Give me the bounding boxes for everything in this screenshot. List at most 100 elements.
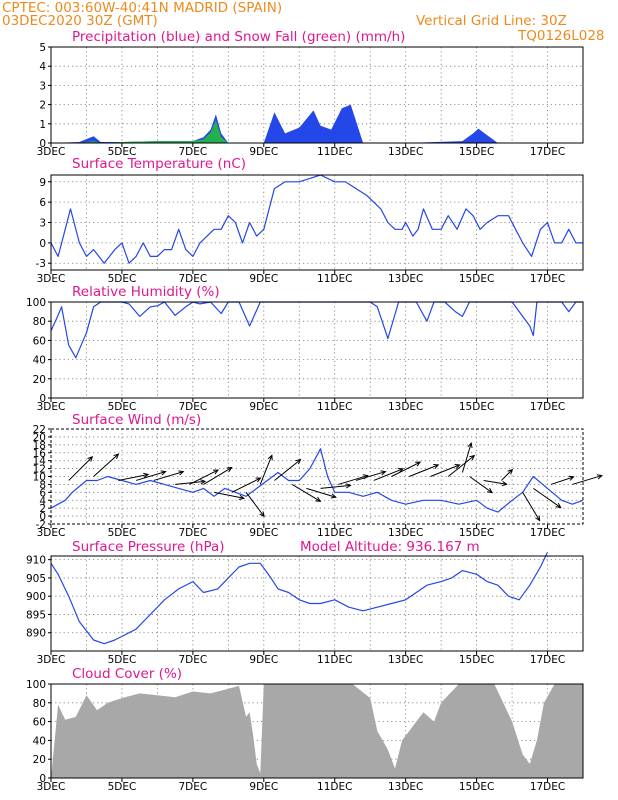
cloud-cover-xtick-label: 7DEC bbox=[178, 781, 207, 793]
wind-ytick-label: 0 bbox=[39, 511, 46, 523]
pressure-xtick-label: 3DEC bbox=[37, 654, 66, 666]
wind-arrow bbox=[373, 467, 404, 481]
pressure-panel: 890 895 900 905 910 3DEC 5DEC 7DEC 9DEC 11DEC 13DE… bbox=[26, 552, 584, 666]
temperature-ytick-label: 0 bbox=[39, 238, 46, 250]
wind-ytick-label: 20 bbox=[33, 432, 46, 444]
cloud-cover-area bbox=[51, 684, 583, 778]
precipitation-xtick-label: 13DEC bbox=[388, 146, 423, 158]
pressure-ytick-label: 910 bbox=[26, 555, 46, 567]
wind-xtick-label: 3DEC bbox=[37, 527, 66, 539]
pressure-ytick-label: 890 bbox=[26, 628, 46, 640]
precipitation-ytick-label: 3 bbox=[39, 80, 46, 92]
temperature-panel: -3 0 3 6 9 3DEC 5DEC 7DEC 9DEC 11DEC 13DEC 15DEC 17D… bbox=[36, 174, 584, 285]
wind-arrow bbox=[355, 470, 387, 481]
pressure-xtick-label: 13DEC bbox=[388, 654, 423, 666]
wind-arrow bbox=[153, 470, 185, 481]
humidity-ytick-label: 20 bbox=[33, 374, 46, 386]
temperature-ytick-label: 3 bbox=[39, 218, 46, 230]
precipitation-xtick-label: 3DEC bbox=[37, 146, 66, 158]
wind-xtick-label: 15DEC bbox=[459, 527, 494, 539]
wind-arrow bbox=[501, 468, 514, 481]
wind-arrow bbox=[118, 472, 150, 481]
wind-arrow bbox=[93, 453, 120, 477]
run-date-header: 03DEC2020 30Z (GMT) bbox=[2, 13, 158, 29]
wind-ytick-label: 18 bbox=[33, 440, 46, 452]
temperature-xtick-label: 5DEC bbox=[108, 273, 137, 285]
humidity-frame bbox=[50, 301, 584, 399]
wind-arrow bbox=[533, 487, 562, 509]
precipitation-ytick-label: 4 bbox=[39, 61, 46, 73]
wind-arrow bbox=[231, 477, 262, 493]
cloud-cover-xtick-label: 15DEC bbox=[459, 781, 494, 793]
precipitation-ytick-label: 1 bbox=[39, 119, 46, 131]
wind-arrow bbox=[522, 492, 541, 522]
precip-panel-title: Precipitation (blue) and Snow Fall (gree… bbox=[72, 29, 406, 45]
precipitation-xtick-label: 17DEC bbox=[530, 146, 565, 158]
cloud-cover-ytick-label: 20 bbox=[33, 754, 46, 766]
humidity-xtick-label: 9DEC bbox=[249, 401, 278, 413]
humidity-xtick-label: 5DEC bbox=[108, 401, 137, 413]
wind-ytick-label: 4 bbox=[39, 495, 46, 507]
precipitation-xtick-label: 9DEC bbox=[249, 146, 278, 158]
cloud-cover-xtick-label: 5DEC bbox=[108, 781, 137, 793]
wind-arrow bbox=[306, 487, 337, 499]
wind-arrow bbox=[320, 483, 352, 489]
wind-arrow bbox=[175, 479, 207, 485]
wind-ytick-label: 22 bbox=[33, 424, 46, 436]
wind-arrow bbox=[550, 475, 575, 485]
wind-xtick-label: 7DEC bbox=[178, 527, 207, 539]
cloud-cover-ytick-label: 40 bbox=[33, 735, 46, 747]
cloud-cover-panel: 0 20 40 60 80 100 3DEC 5DEC 7DEC 9DEC 11DEC 13DEC 15… bbox=[26, 679, 584, 793]
wind-arrow bbox=[203, 466, 233, 485]
wind-ytick-label: 12 bbox=[33, 464, 46, 476]
humidity-panel-title: Relative Humidity (%) bbox=[72, 284, 220, 300]
wind-ytick-label: 6 bbox=[39, 487, 46, 499]
wind-arrow bbox=[68, 456, 94, 481]
humidity-ytick-label: 100 bbox=[26, 297, 46, 309]
pressure-xtick-label: 5DEC bbox=[108, 654, 137, 666]
cloud-cover-frame bbox=[50, 683, 584, 779]
humidity-panel: 0 20 40 60 80 100 3DEC 5DEC 7DEC 9DEC 11DEC 13DEC 15… bbox=[26, 297, 584, 413]
grid-note-header: Vertical Grid Line: 30Z bbox=[416, 13, 567, 29]
pressure-ytick-label: 900 bbox=[26, 591, 46, 603]
wind-arrow bbox=[274, 458, 302, 481]
wind-arrow bbox=[135, 470, 167, 481]
wind-arrow bbox=[461, 441, 473, 473]
wind-panel-title: Surface Wind (m/s) bbox=[72, 412, 202, 428]
wind-arrow bbox=[214, 491, 246, 501]
pressure-ytick-label: 905 bbox=[26, 573, 46, 585]
humidity-series-line bbox=[50, 301, 583, 359]
wind-arrow bbox=[409, 464, 440, 477]
temperature-xtick-label: 13DEC bbox=[388, 273, 423, 285]
wind-arrow bbox=[447, 454, 476, 477]
precipitation-xtick-label: 5DEC bbox=[108, 146, 137, 158]
precipitation-panel: 0 1 2 3 4 5 3DEC 5DEC 7DEC 9DEC 11DEC 13DEC 15DEC 17D… bbox=[37, 42, 584, 158]
pressure-xtick-label: 17DEC bbox=[530, 654, 565, 666]
humidity-ytick-label: 40 bbox=[33, 355, 46, 367]
precipitation-xtick-label: 15DEC bbox=[459, 146, 494, 158]
wind-ytick-label: 8 bbox=[39, 479, 46, 491]
model-code-header: TQ0126L028 bbox=[518, 28, 605, 44]
wind-arrow bbox=[291, 483, 322, 502]
humidity-xtick-label: 3DEC bbox=[37, 401, 66, 413]
wind-arrow bbox=[245, 492, 265, 518]
pressure-xtick-label: 7DEC bbox=[178, 654, 207, 666]
pressure-xtick-label: 9DEC bbox=[249, 654, 278, 666]
wind-arrow bbox=[430, 464, 461, 477]
humidity-xtick-label: 17DEC bbox=[530, 401, 565, 413]
temperature-ytick-label: 9 bbox=[39, 177, 46, 189]
wind-series-line bbox=[50, 448, 584, 513]
pressure-xtick-label: 11DEC bbox=[317, 654, 352, 666]
precipitation-frame bbox=[50, 46, 584, 144]
temperature-xtick-label: 3DEC bbox=[37, 273, 66, 285]
wind-ytick-label: -2 bbox=[36, 519, 46, 531]
humidity-xtick-label: 15DEC bbox=[459, 401, 494, 413]
precipitation-ytick-label: 5 bbox=[39, 42, 46, 54]
temperature-panel-title: Surface Temperature (nC) bbox=[72, 156, 247, 172]
cloud-cover-ytick-label: 100 bbox=[26, 679, 46, 691]
wind-ytick-label: 16 bbox=[33, 448, 47, 460]
pressure-frame bbox=[50, 555, 584, 652]
temperature-xtick-label: 17DEC bbox=[530, 273, 565, 285]
humidity-ytick-label: 60 bbox=[33, 335, 46, 347]
cloud-cover-ytick-label: 80 bbox=[33, 698, 46, 710]
